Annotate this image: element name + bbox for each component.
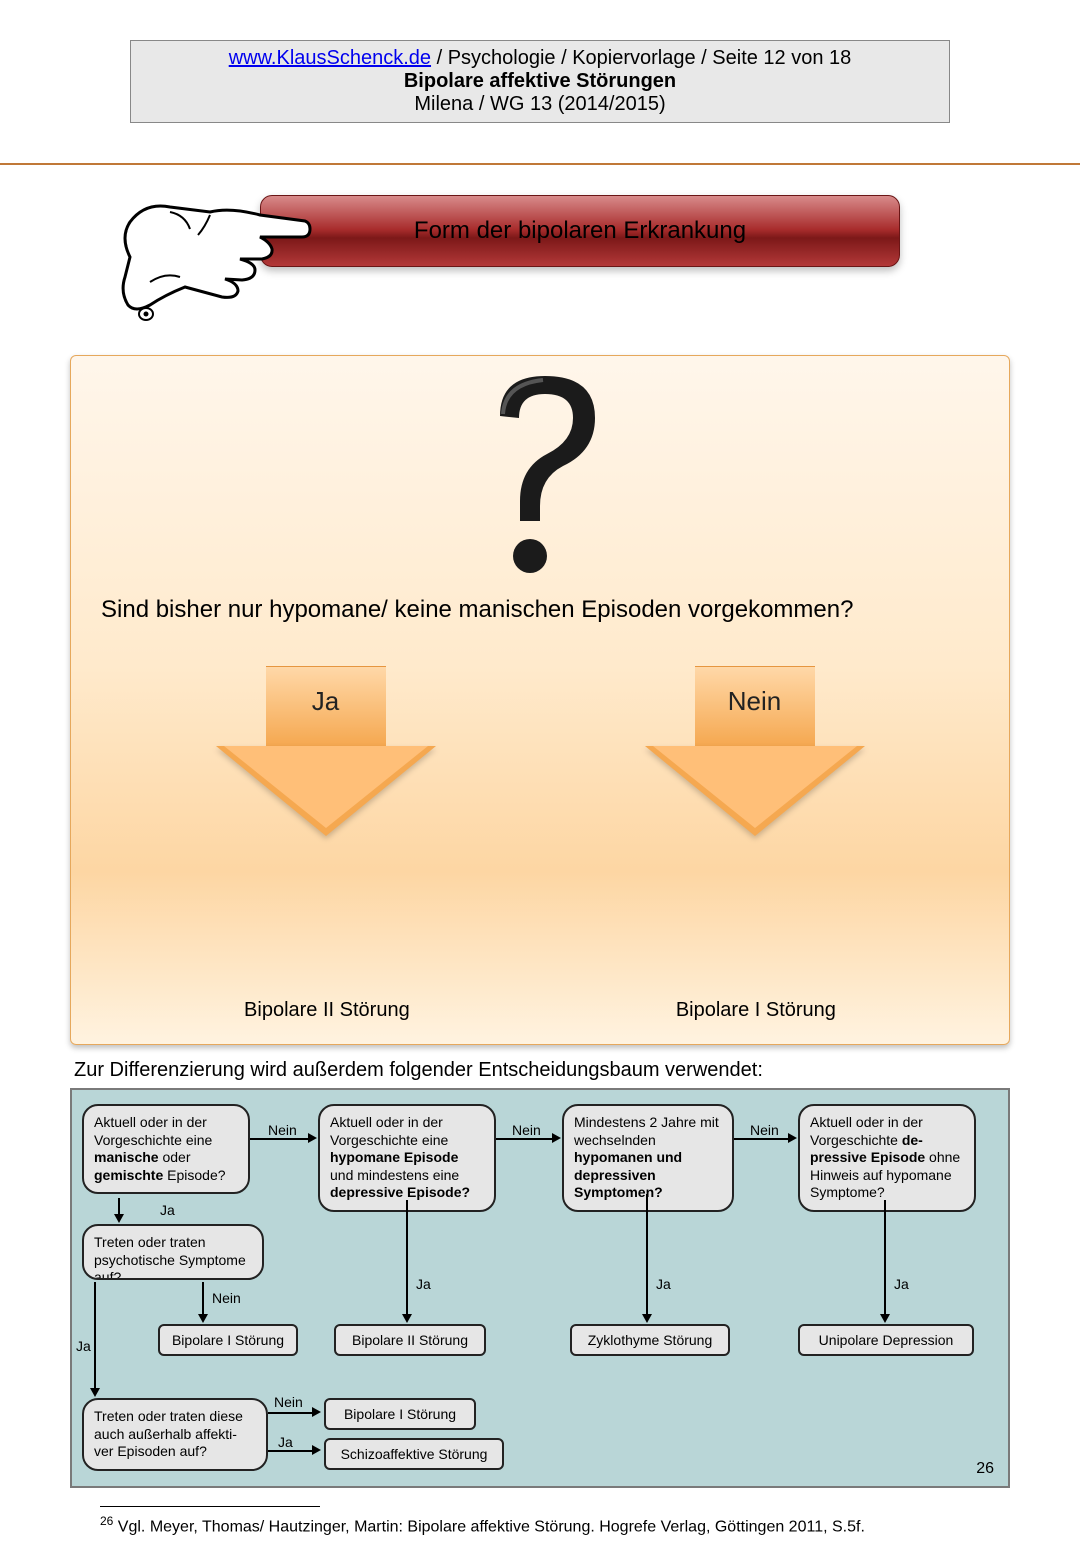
arrow-no-label: Nein <box>645 686 865 717</box>
tree-q4: Aktuell oder in der Vorgeschichte de-pre… <box>798 1104 976 1212</box>
tree-q5: Treten oder traten psychotische Symptome… <box>82 1224 264 1280</box>
header-line-1: www.KlausSchenck.de / Psychologie / Kopi… <box>141 47 939 70</box>
tree-ja-q1: Ja <box>160 1202 175 1218</box>
tree-q1: Aktuell oder in der Vorgeschichte eine m… <box>82 1104 250 1194</box>
arrow-yes: Ja <box>216 646 436 846</box>
document-page: www.KlausSchenck.de / Psychologie / Kopi… <box>0 0 1080 1558</box>
tree-nein-q6: Nein <box>274 1394 303 1410</box>
divider <box>0 163 1080 165</box>
arrow-yes-label: Ja <box>216 686 436 717</box>
arrow-no: Nein <box>645 646 865 846</box>
question-mark-icon <box>445 356 635 586</box>
tree-nein-3: Nein <box>750 1122 779 1138</box>
tree-result-zyk: Zyklothyme Störung <box>570 1324 730 1356</box>
pointing-hand-icon <box>110 187 320 327</box>
tree-result-bip1-a: Bipolare I Störung <box>158 1324 298 1356</box>
tree-result-schizo: Schizoaffektive Störung <box>324 1438 504 1470</box>
footnote: 26 Vgl. Meyer, Thomas/ Hautzinger, Marti… <box>70 1513 1010 1538</box>
tree-ja-q6: Ja <box>278 1434 293 1450</box>
tree-result-bip1-b: Bipolare I Störung <box>324 1398 476 1430</box>
footnote-number: 26 <box>100 1514 113 1528</box>
results-row: Bipolare II Störung Bipolare I Störung <box>71 999 1009 1022</box>
arrows-row: Ja Nein <box>71 646 1009 846</box>
banner-title: Form der bipolaren Erkrankung <box>414 217 746 245</box>
tree-nein-q5: Nein <box>212 1290 241 1306</box>
question-panel: Sind bisher nur hypomane/ keine manische… <box>70 355 1010 1045</box>
differentiation-text: Zur Differenzierung wird außerdem folgen… <box>74 1059 1010 1082</box>
question-text: Sind bisher nur hypomane/ keine manische… <box>101 596 979 624</box>
tree-q3: Mindestens 2 Jahre mit wechselnden hypom… <box>562 1104 734 1212</box>
tree-result-uni: Unipolare Depression <box>798 1324 974 1356</box>
tree-page-number: 26 <box>976 1460 994 1478</box>
tree-ja-c3: Ja <box>656 1276 671 1292</box>
tree-nein-1: Nein <box>268 1122 297 1138</box>
page-header: www.KlausSchenck.de / Psychologie / Kopi… <box>130 40 950 123</box>
header-line1-rest: / Psychologie / Kopiervorlage / Seite 12… <box>431 47 851 69</box>
tree-result-bip2: Bipolare II Störung <box>334 1324 486 1356</box>
header-link[interactable]: www.KlausSchenck.de <box>229 47 431 69</box>
section-banner: Form der bipolaren Erkrankung <box>260 195 900 267</box>
result-no: Bipolare I Störung <box>676 999 836 1022</box>
banner-region: Form der bipolaren Erkrankung <box>70 195 1010 345</box>
tree-q2: Aktuell oder in der Vorgeschichte eine h… <box>318 1104 496 1212</box>
tree-ja-q5: Ja <box>76 1338 91 1354</box>
result-yes: Bipolare II Störung <box>244 999 410 1022</box>
decision-tree-panel: Aktuell oder in der Vorgeschichte eine m… <box>70 1088 1010 1488</box>
tree-ja-c4: Ja <box>894 1276 909 1292</box>
tree-q6: Treten oder traten diese auch außerhalb … <box>82 1398 268 1471</box>
header-title: Bipolare affektive Störungen <box>141 70 939 93</box>
header-author: Milena / WG 13 (2014/2015) <box>141 93 939 116</box>
footnote-separator <box>100 1506 320 1507</box>
tree-nein-2: Nein <box>512 1122 541 1138</box>
tree-ja-c2: Ja <box>416 1276 431 1292</box>
